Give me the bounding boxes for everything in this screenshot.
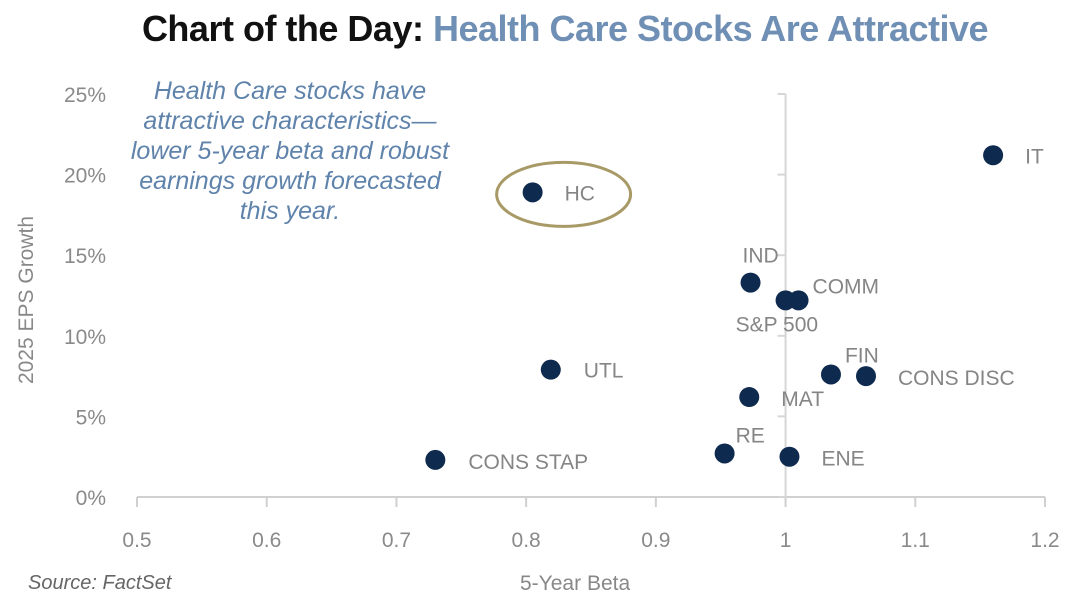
y-axis-label: 2025 EPS Growth: [15, 216, 38, 384]
source-note: Source: FactSet: [28, 572, 172, 594]
annotation-text: Health Care stocks have attractive chara…: [130, 77, 450, 225]
title-prefix: Chart of the Day:: [141, 8, 424, 49]
x-tick-label: 0.6: [252, 529, 281, 552]
data-label: CONS STAP: [468, 451, 588, 474]
y-tick-label: 10%: [64, 326, 106, 349]
data-point: [779, 446, 800, 467]
data-point: [522, 182, 543, 203]
x-tick-label: 0.8: [512, 529, 541, 552]
data-label: UTL: [584, 360, 624, 383]
data-label: RE: [736, 424, 765, 447]
data-label: CONS DISC: [898, 367, 1015, 390]
data-point: [714, 443, 735, 464]
title-headline: Health Care Stocks Are Attractive: [432, 8, 989, 49]
data-label: COMM: [813, 275, 880, 298]
y-tick-label: 0%: [76, 487, 106, 510]
data-point: [788, 290, 809, 311]
highlight-ellipse: [495, 160, 633, 228]
x-tick-label: 1.2: [1030, 529, 1059, 552]
x-tick-label: 0.5: [122, 529, 151, 552]
data-label: ENE: [821, 448, 864, 471]
y-tick-label: 20%: [64, 165, 106, 188]
chart-title: Chart of the Day: Health Care Stocks Are…: [0, 8, 1080, 50]
data-point: [740, 272, 761, 293]
data-point: [983, 145, 1004, 166]
data-label: IND: [743, 245, 779, 268]
x-tick-label: 0.7: [382, 529, 411, 552]
data-label: HC: [565, 182, 595, 205]
x-axis-label: 5-Year Beta: [520, 572, 631, 595]
data-label: MAT: [781, 388, 824, 411]
data-point: [425, 449, 446, 470]
y-tick-label: 5%: [76, 406, 106, 429]
y-tick-label: 15%: [64, 245, 106, 268]
data-point: [739, 387, 760, 408]
x-tick-label: 0.9: [641, 529, 670, 552]
data-label: FIN: [845, 344, 879, 367]
data-point: [540, 359, 561, 380]
x-tick-label: 1.1: [901, 529, 930, 552]
data-point: [855, 366, 876, 387]
data-point: [820, 364, 841, 385]
data-label: S&P 500: [736, 313, 819, 336]
x-tick-label: 1: [780, 529, 792, 552]
y-tick-label: 25%: [64, 84, 106, 107]
data-label: IT: [1025, 145, 1044, 168]
